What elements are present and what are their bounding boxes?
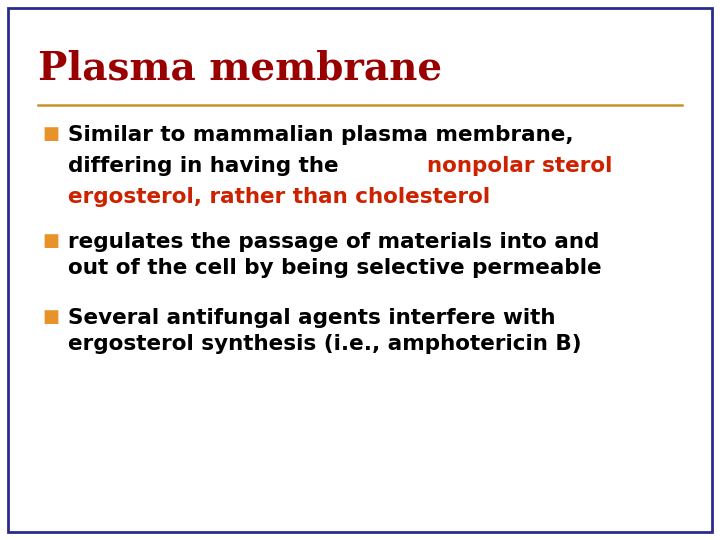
Text: Several antifungal agents interfere with
ergosterol synthesis (i.e., amphoterici: Several antifungal agents interfere with…	[68, 308, 582, 354]
Text: nonpolar sterol: nonpolar sterol	[427, 156, 612, 176]
Text: ■: ■	[42, 232, 59, 250]
FancyBboxPatch shape	[8, 8, 712, 532]
Text: differing in having the: differing in having the	[68, 156, 346, 176]
Text: ■: ■	[42, 308, 59, 326]
Text: ergosterol, rather than cholesterol: ergosterol, rather than cholesterol	[68, 187, 490, 207]
Text: Similar to mammalian plasma membrane,: Similar to mammalian plasma membrane,	[68, 125, 574, 145]
Text: Plasma membrane: Plasma membrane	[38, 50, 442, 88]
Text: ■: ■	[42, 125, 59, 143]
Text: regulates the passage of materials into and
out of the cell by being selective p: regulates the passage of materials into …	[68, 232, 602, 278]
